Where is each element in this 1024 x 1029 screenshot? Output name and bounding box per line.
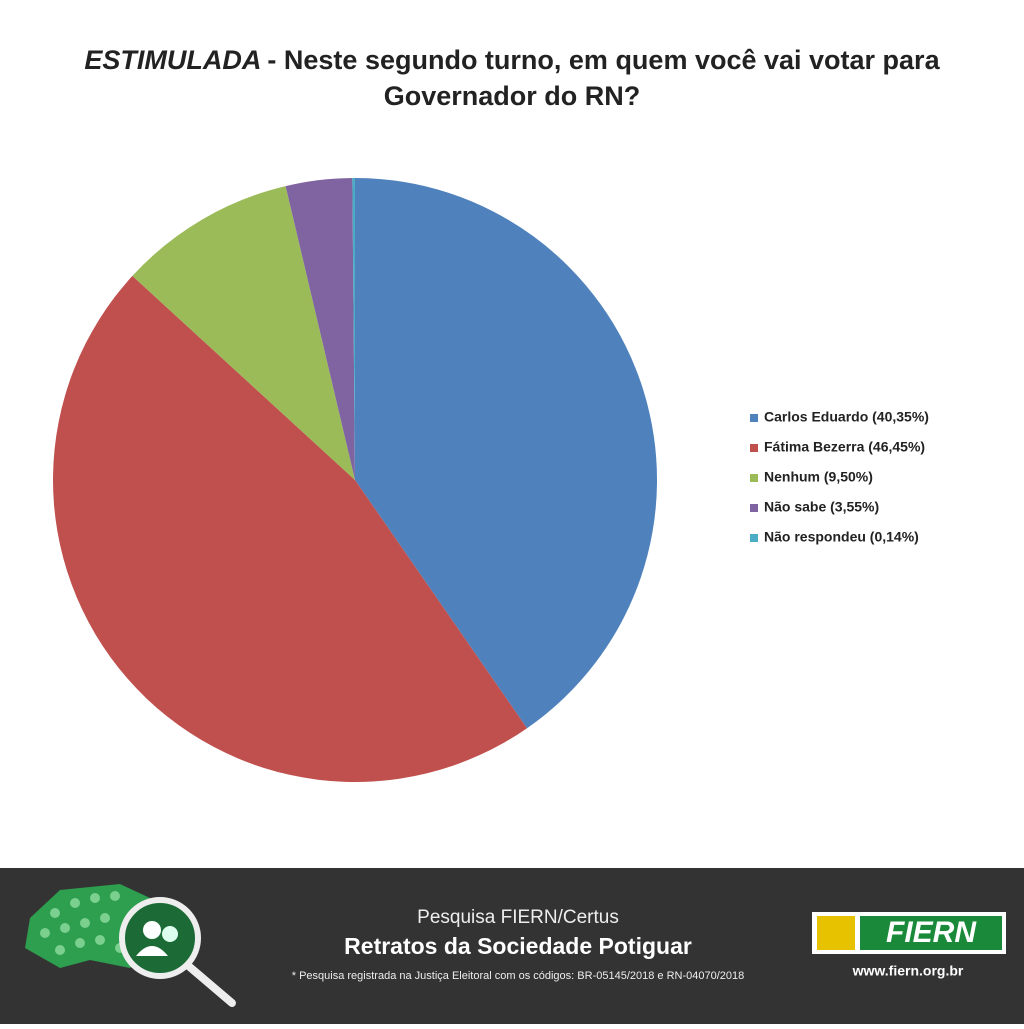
map-icon (25, 884, 236, 1007)
legend-swatch (750, 504, 758, 512)
legend-label: Não sabe (3,55%) (764, 499, 879, 515)
logo-band (860, 916, 1002, 950)
footer-subtitle: Pesquisa FIERN/Certus (417, 907, 619, 928)
legend-swatch (750, 414, 758, 422)
legend-swatch (750, 474, 758, 482)
footer: Pesquisa FIERN/Certus Retratos da Socied… (0, 868, 1024, 1024)
pie-slice (285, 178, 355, 480)
logo-text: FIERN (886, 916, 977, 949)
footer-title: Retratos da Sociedade Potiguar (344, 933, 692, 959)
pie-slice (352, 178, 355, 480)
title-text: - Neste segundo turno, em quem você vai … (267, 45, 940, 111)
legend-swatch (750, 534, 758, 542)
footer-note: * Pesquisa registrada na Justiça Eleitor… (292, 970, 745, 982)
legend-label: Fátima Bezerra (46,45%) (764, 439, 925, 455)
legend-swatch (750, 444, 758, 452)
title-prefix: ESTIMULADA (84, 45, 262, 75)
pie-slice (52, 275, 528, 783)
footer-url: www.fiern.org.br (852, 963, 964, 979)
chart: Carlos Eduardo (40,35%) Fátima Bezerra (4… (52, 178, 929, 783)
legend-label: Nenhum (9,50%) (764, 469, 873, 485)
logo-badge (817, 916, 855, 950)
chart-title: ESTIMULADA - Neste segundo turno, em quem… (60, 42, 964, 114)
pie-slice (132, 186, 355, 480)
legend-label: Não respondeu (0,14%) (764, 529, 919, 545)
pie-slice (355, 178, 658, 729)
legend-label: Carlos Eduardo (40,35%) (764, 409, 929, 425)
footer-graphics: Pesquisa FIERN/Certus Retratos da Socied… (25, 884, 1006, 1007)
